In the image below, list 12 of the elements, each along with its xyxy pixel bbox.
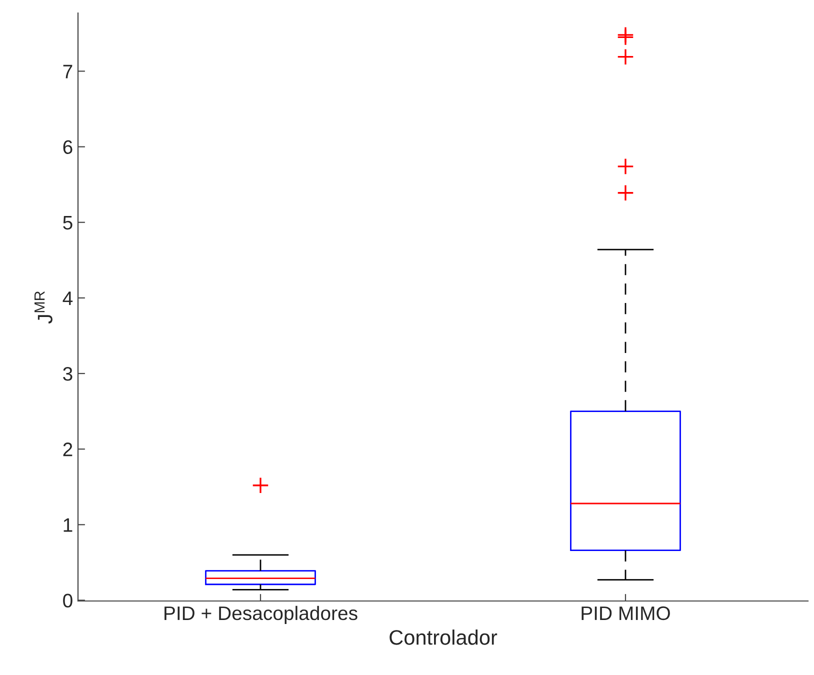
- y-tick-label: 0: [63, 594, 72, 608]
- x-axis-title: Controlador: [390, 630, 498, 645]
- y-tick-label: 2: [63, 442, 72, 456]
- y-tick-label: 7: [63, 64, 72, 78]
- y-tick-label: 1: [64, 518, 72, 532]
- x-tick-label: PID MIMO: [582, 606, 670, 620]
- y-tick-label: 4: [62, 292, 73, 305]
- y-tick-label: 3: [63, 366, 72, 381]
- y-axis-title: J$^{MR}$: [34, 291, 52, 324]
- y-tick-label: 6: [63, 140, 72, 154]
- x-tick-label: PID + Desacopladores: [164, 606, 358, 624]
- y-tick-label: 5: [63, 216, 72, 230]
